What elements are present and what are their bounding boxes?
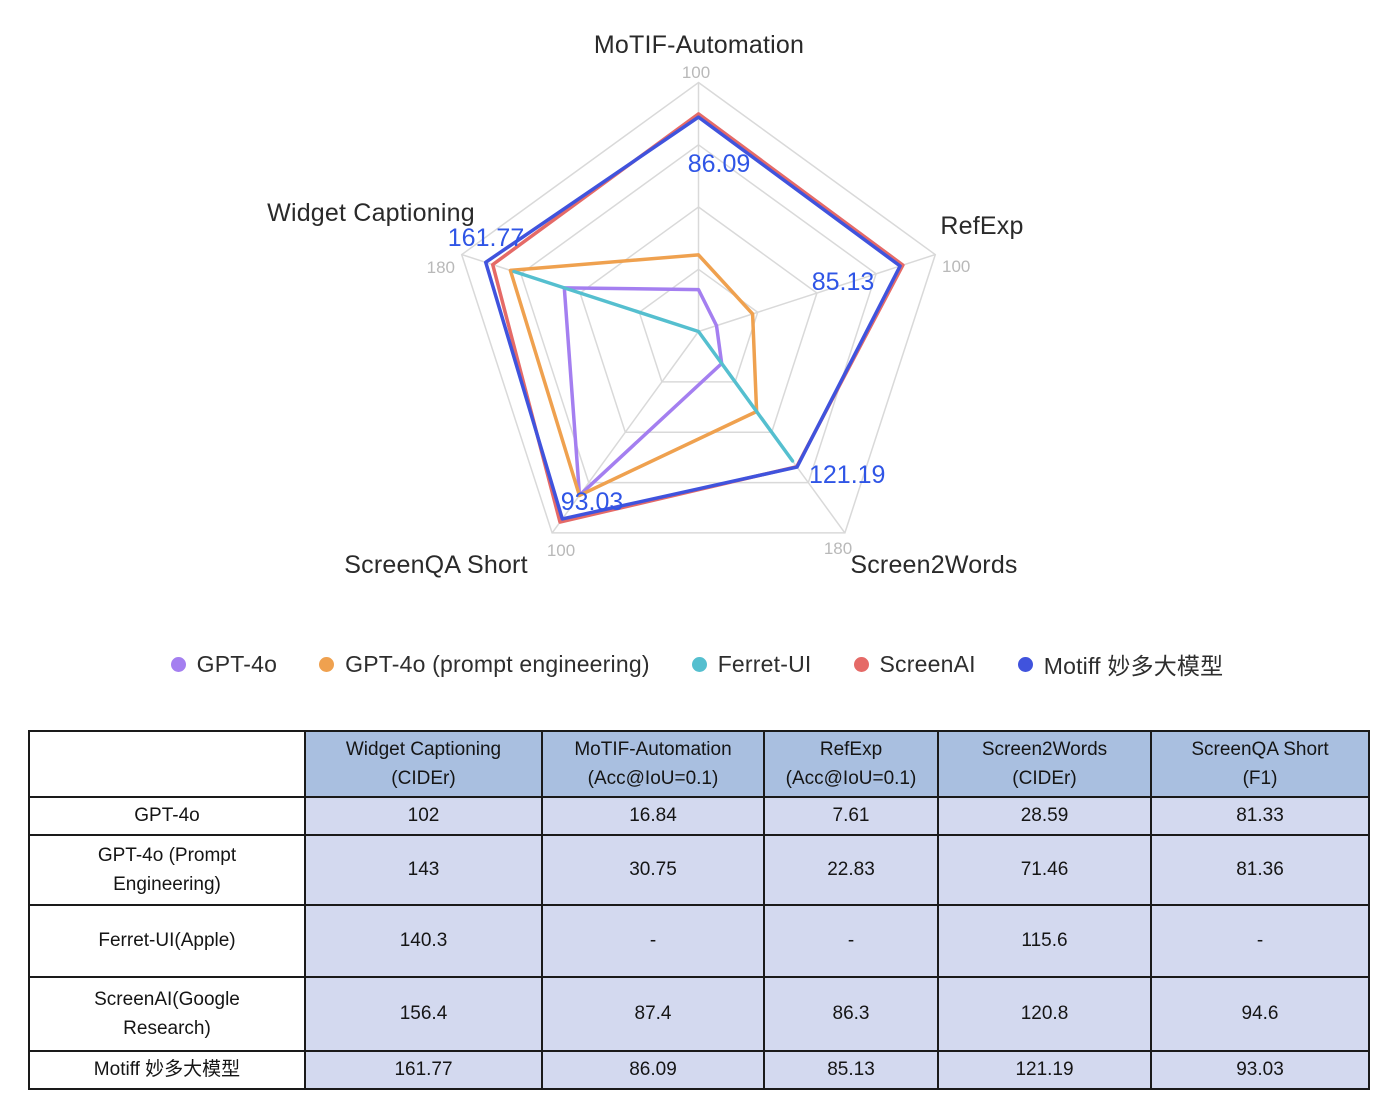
axis-title: Screen2Words <box>850 551 1017 579</box>
radar-chart: 100 100 180 100 180 MoTIF-Automation RefExp Scr… <box>267 31 1023 579</box>
metric-value-cell: 93.03 <box>1150 1050 1370 1090</box>
legend-item: Motiff 妙多大模型 <box>1017 647 1224 681</box>
legend-dot-icon <box>170 656 186 672</box>
axis-max-tick: 100 <box>682 63 710 82</box>
model-name-cell: GPT-4o <box>28 796 306 836</box>
metric-value-cell: 7.61 <box>763 796 939 836</box>
legend-dot-icon <box>319 656 335 672</box>
legend-label: ScreenAI <box>879 650 976 677</box>
column-header-cell: RefExp (Acc@IoU=0.1) <box>763 730 939 798</box>
radar-grid-ring <box>460 81 937 534</box>
model-name-cell: GPT-4o (Prompt Engineering) <box>28 834 306 906</box>
metric-value-cell: 71.46 <box>937 834 1152 906</box>
table-row: GPT-4o (Prompt Engineering) 143 30.75 22.83… <box>28 834 1370 906</box>
chart-legend: GPT-4o GPT-4o (prompt engineering) Ferret-… <box>0 642 1394 686</box>
data-point-label: 85.13 <box>812 268 875 296</box>
legend-item: GPT-4o <box>170 650 278 678</box>
metric-value-cell: 102 <box>304 796 543 836</box>
column-header-cell: Screen2Words (CIDEr) <box>937 730 1152 798</box>
axis-title: ScreenQA Short <box>344 551 527 579</box>
metric-value-cell: 143 <box>304 834 543 906</box>
legend-dot-icon <box>853 656 869 672</box>
legend-label: Motiff 妙多大模型 <box>1043 653 1224 679</box>
data-point-label: 161.77 <box>448 224 524 252</box>
radar-axis-spoke <box>551 331 700 534</box>
corner-header-cell <box>28 730 306 798</box>
legend-label: Ferret-UI <box>717 650 812 677</box>
metric-value-cell: 85.13 <box>763 1050 939 1090</box>
metric-value-cell: 87.4 <box>541 976 765 1052</box>
metric-value-cell: 140.3 <box>304 904 543 978</box>
metric-value-cell: 81.36 <box>1150 834 1370 906</box>
metric-value-cell: 156.4 <box>304 976 543 1052</box>
radar-series-ferret-ui <box>512 269 795 463</box>
metric-value-cell: 94.6 <box>1150 976 1370 1052</box>
table-row: Motiff 妙多大模型 161.77 86.09 85.13 121.19 93.03 <box>28 1050 1370 1090</box>
legend-label: GPT-4o <box>196 650 278 677</box>
axis-max-tick: 180 <box>824 539 852 558</box>
metric-value-cell: 161.77 <box>304 1050 543 1090</box>
model-name-cell: Ferret-UI(Apple) <box>28 904 306 978</box>
model-name-cell: ScreenAI(Google Research) <box>28 976 306 1052</box>
axis-title: MoTIF-Automation <box>594 31 804 59</box>
legend-dot-icon <box>1017 656 1033 672</box>
metric-value-cell: 86.3 <box>763 976 939 1052</box>
axis-max-tick: 100 <box>942 257 970 276</box>
legend-item: ScreenAI <box>853 650 976 678</box>
axis-max-tick: 100 <box>547 541 575 560</box>
data-point-label: 93.03 <box>561 488 624 516</box>
radar-series-gpt-4o-prompt-engineering- <box>508 253 759 498</box>
table-row: GPT-4o 102 16.84 7.61 28.59 81.33 <box>28 796 1370 836</box>
radar-grid-ring <box>638 268 759 383</box>
data-point-label: 86.09 <box>688 150 751 178</box>
metric-value-cell: - <box>763 904 939 978</box>
metric-value-cell: 28.59 <box>937 796 1152 836</box>
legend-item: GPT-4o (prompt engineering) <box>319 651 650 678</box>
metric-value-cell: - <box>1150 904 1370 978</box>
data-point-label: 121.19 <box>809 461 885 489</box>
metric-value-cell: 121.19 <box>937 1050 1152 1090</box>
model-name-cell: Motiff 妙多大模型 <box>28 1050 306 1090</box>
metric-value-cell: 86.09 <box>541 1050 765 1090</box>
table-row: ScreenAI(Google Research) 156.4 87.4 86.3 12… <box>28 976 1370 1052</box>
radar-axis-spoke <box>698 253 936 333</box>
column-header-cell: MoTIF-Automation (Acc@IoU=0.1) <box>541 730 765 798</box>
metric-value-cell: - <box>541 904 765 978</box>
metric-value-cell: 30.75 <box>541 834 765 906</box>
table-row: Ferret-UI(Apple) 140.3- -115.6- <box>28 904 1370 978</box>
axis-title: RefExp <box>940 212 1023 240</box>
axis-title: Widget Captioning <box>267 199 475 227</box>
radar-grid-ring <box>520 143 877 484</box>
radar-grid-ring <box>579 206 818 433</box>
legend-label: GPT-4o (prompt engineering) <box>345 650 650 677</box>
radar-series-motiff- <box>483 115 902 521</box>
benchmark-results-table: Widget Captioning (CIDEr) MoTIF-Automatio… <box>28 730 1370 1090</box>
column-header-cell: ScreenQA Short (F1) <box>1150 730 1370 798</box>
legend-item: Ferret-UI <box>691 650 812 678</box>
radar-series-gpt-4o <box>562 286 724 498</box>
axis-max-tick: 180 <box>427 258 455 277</box>
metric-value-cell: 16.84 <box>541 796 765 836</box>
radar-chart-area: 100 100 180 100 180 MoTIF-Automation RefExp Scr… <box>267 31 1023 579</box>
column-header-cell: Widget Captioning (CIDEr) <box>304 730 543 798</box>
metric-value-cell: 115.6 <box>937 904 1152 978</box>
metric-value-cell: 22.83 <box>763 834 939 906</box>
results-table-area: Widget Captioning (CIDEr) MoTIF-Automatio… <box>28 730 1370 1090</box>
metric-value-cell: 120.8 <box>937 976 1152 1052</box>
legend-dot-icon <box>691 656 707 672</box>
metric-value-cell: 81.33 <box>1150 796 1370 836</box>
